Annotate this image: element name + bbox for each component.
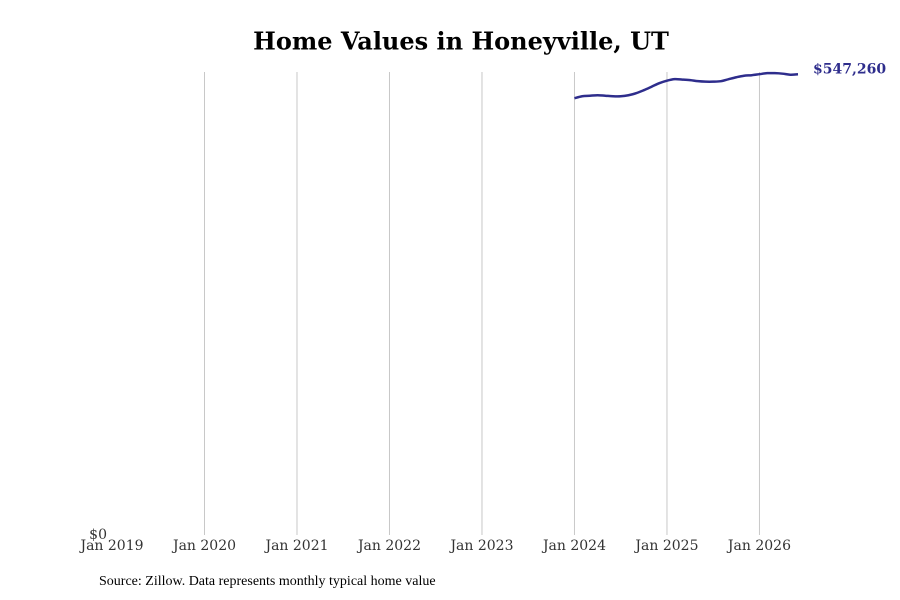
x-tick-label: Jan 2020 [171,538,236,554]
x-tick-label: Jan 2022 [356,538,421,554]
y-tick-label: $0 [89,527,107,543]
value-label: $547,260 [813,61,886,77]
x-tick-label: Jan 2025 [633,538,698,554]
x-tick-label: Jan 2019 [78,538,143,554]
chart-title: Home Values in Honeyville, UT [253,27,669,56]
x-tick-label: Jan 2026 [726,538,791,554]
x-tick-label: Jan 2024 [541,538,606,554]
source-note: Source: Zillow. Data represents monthly … [99,574,436,589]
x-tick-label: Jan 2023 [448,538,513,554]
data-line [574,71,799,100]
x-tick-label: Jan 2021 [263,538,328,554]
